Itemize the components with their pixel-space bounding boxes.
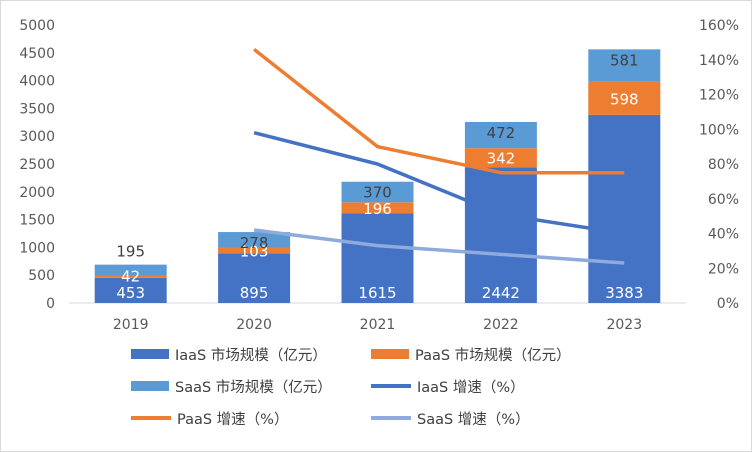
- right-tick-label: 40%: [708, 227, 739, 243]
- saas-size-label: 472: [487, 124, 516, 142]
- bar-segment: [94, 275, 167, 278]
- legend-label: SaaS 增速（%）: [417, 411, 530, 428]
- left-tick-label: 500: [28, 268, 55, 284]
- paas-size-label: 42: [121, 267, 140, 285]
- bar-segment: [588, 81, 661, 115]
- legend-item-saas-size: SaaS 市场规模（亿元）: [131, 375, 371, 397]
- saas-size-label: 370: [363, 184, 392, 202]
- left-tick-label: 3500: [19, 101, 55, 117]
- growth-lines: [253, 47, 625, 265]
- paas-size-label: 598: [610, 90, 639, 108]
- x-tick-label: 2022: [483, 317, 519, 333]
- iaas-size-label: 1615: [358, 284, 396, 302]
- bar-segment: [464, 148, 537, 168]
- left-tick-label: 2500: [19, 157, 55, 173]
- left-tick-label: 5000: [19, 18, 55, 34]
- x-tick-label: 2019: [113, 317, 149, 333]
- x-tick-label: 2023: [606, 317, 642, 333]
- bar-segment: [218, 232, 291, 248]
- saas-size-label: 278: [240, 234, 269, 252]
- saas-size-label: 581: [610, 51, 639, 69]
- left-axis: 0 500 1000 1500 2000 2500 3000 3500 4000 4500 5000: [19, 18, 55, 312]
- bar-segment: [94, 277, 167, 303]
- right-tick-label: 140%: [699, 53, 739, 69]
- x-axis: 2019 2020 2021 2022 2023: [69, 302, 686, 333]
- legend-item-saas-growth: SaaS 增速（%）: [371, 407, 611, 429]
- paas-size-label: 196: [363, 200, 392, 218]
- bar-segment: [464, 167, 537, 303]
- bar-segment: [218, 247, 291, 254]
- growth-line: [253, 228, 625, 265]
- paas-size-label: 342: [487, 150, 516, 168]
- bar-segment: [588, 114, 661, 303]
- growth-line: [253, 131, 625, 236]
- left-tick-label: 1000: [19, 240, 55, 256]
- iaas-size-label: 895: [240, 284, 269, 302]
- legend-swatch: [371, 349, 409, 359]
- legend-label: PaaS 增速（%）: [177, 411, 289, 428]
- legend-swatch: [371, 416, 411, 420]
- legend-swatch: [371, 384, 411, 388]
- saas-size-label: 195: [116, 243, 145, 261]
- left-tick-label: 4000: [19, 74, 55, 90]
- right-tick-label: 60%: [708, 192, 739, 208]
- legend-label: IaaS 增速（%）: [417, 379, 525, 396]
- x-tick-label: 2020: [236, 317, 272, 333]
- right-axis: 0% 20% 40% 60% 80% 100% 120% 140% 160%: [699, 18, 739, 312]
- legend-item-iaas-size: IaaS 市场规模（亿元）: [131, 343, 371, 365]
- left-tick-label: 4500: [19, 46, 55, 62]
- right-tick-label: 100%: [699, 122, 739, 138]
- paas-size-label: 103: [240, 242, 269, 260]
- right-tick-label: 80%: [708, 157, 739, 173]
- bar-segment: [341, 181, 414, 203]
- left-tick-label: 0: [46, 296, 55, 312]
- bar-segment: [588, 49, 661, 82]
- legend-label: SaaS 市场规模（亿元）: [175, 379, 332, 396]
- iaas-size-label: 453: [116, 284, 145, 302]
- legend-swatch: [131, 381, 169, 391]
- legend-swatch: [131, 416, 171, 420]
- left-tick-label: 1500: [19, 213, 55, 229]
- bars: [94, 49, 661, 303]
- bar-segment: [341, 202, 414, 214]
- legend-item-iaas-growth: IaaS 增速（%）: [371, 375, 611, 397]
- bar-segment: [218, 253, 291, 303]
- bar-segment: [464, 121, 537, 149]
- iaas-size-label: 3383: [605, 284, 643, 302]
- legend-swatch: [131, 349, 169, 359]
- right-tick-label: 0%: [717, 296, 739, 312]
- left-tick-label: 3000: [19, 129, 55, 145]
- iaas-size-label: 2442: [482, 284, 520, 302]
- right-tick-label: 20%: [708, 261, 739, 277]
- left-tick-label: 2000: [19, 185, 55, 201]
- legend: IaaS 市场规模（亿元） PaaS 市场规模（亿元） SaaS 市场规模（亿元…: [131, 343, 651, 429]
- right-tick-label: 120%: [699, 88, 739, 104]
- legend-label: PaaS 市场规模（亿元）: [415, 347, 571, 364]
- bar-segment: [341, 213, 414, 303]
- legend-item-paas-size: PaaS 市场规模（亿元）: [371, 343, 611, 365]
- right-tick-label: 160%: [699, 18, 739, 34]
- legend-label: IaaS 市场规模（亿元）: [175, 347, 327, 364]
- growth-line: [253, 47, 625, 175]
- legend-item-paas-growth: PaaS 增速（%）: [131, 407, 371, 429]
- bar-segment: [94, 264, 167, 276]
- x-tick-label: 2021: [360, 317, 396, 333]
